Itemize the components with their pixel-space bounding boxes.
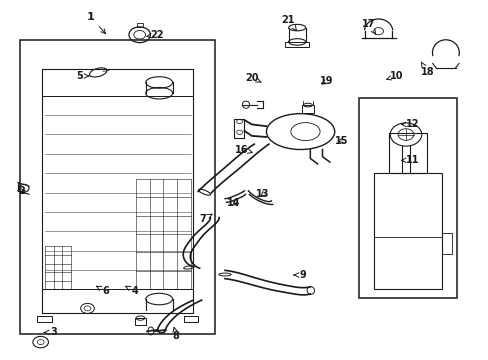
Bar — [302, 105, 313, 113]
Text: 2: 2 — [18, 186, 25, 196]
Bar — [137, 23, 142, 27]
Text: 5: 5 — [76, 71, 89, 81]
Bar — [233, 119, 244, 138]
Text: 13: 13 — [256, 189, 269, 199]
Text: 12: 12 — [401, 120, 419, 129]
Text: 22: 22 — [146, 30, 163, 40]
Bar — [285, 42, 309, 47]
Bar — [20, 40, 215, 334]
Bar — [441, 233, 451, 255]
Bar — [373, 173, 441, 289]
Bar — [37, 316, 52, 321]
Text: 16: 16 — [235, 144, 252, 154]
Text: 10: 10 — [386, 71, 403, 81]
Bar — [42, 289, 193, 313]
Text: 1: 1 — [87, 12, 105, 33]
Bar — [42, 69, 193, 313]
Bar — [388, 133, 426, 173]
Text: 19: 19 — [319, 76, 332, 86]
Bar — [42, 69, 193, 96]
Text: 8: 8 — [172, 327, 179, 341]
Text: 4: 4 — [125, 286, 138, 296]
Text: 11: 11 — [401, 155, 419, 165]
Text: 17: 17 — [361, 19, 375, 34]
Text: 15: 15 — [335, 136, 348, 145]
Text: 21: 21 — [281, 15, 296, 31]
Text: 6: 6 — [97, 286, 109, 296]
Text: 9: 9 — [293, 270, 306, 280]
Bar — [183, 316, 198, 321]
Text: 3: 3 — [44, 327, 57, 337]
Text: 7: 7 — [199, 214, 212, 224]
Bar — [358, 98, 456, 298]
Bar — [134, 318, 146, 325]
Text: 14: 14 — [226, 198, 240, 208]
Text: 18: 18 — [420, 62, 433, 77]
Text: 20: 20 — [244, 73, 261, 83]
